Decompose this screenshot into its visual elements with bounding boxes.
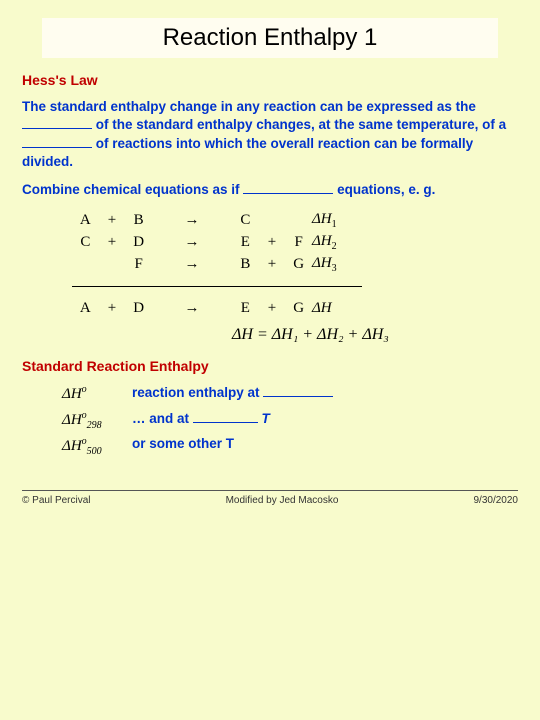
- equation-block: A + B → C ΔH1 C + D → E + F: [72, 210, 518, 320]
- eq-dh-3: ΔH3: [312, 255, 372, 274]
- eq-cell: →: [179, 256, 206, 273]
- subhead-standard: Standard Reaction Enthalpy: [22, 358, 518, 374]
- eq-cell: [205, 300, 232, 317]
- dh-sub: 3: [332, 263, 337, 274]
- eq-cell: G: [285, 300, 312, 317]
- eq-cell: D: [125, 300, 152, 317]
- sym-dh0: ΔHo: [62, 384, 132, 410]
- eq-cell: [285, 212, 312, 229]
- std-r3: or some other T: [132, 436, 234, 451]
- page-title: Reaction Enthalpy 1: [42, 18, 498, 58]
- eq-cell: [259, 212, 286, 229]
- eq-row-2: C + D → E + F ΔH2: [72, 232, 518, 254]
- p2a: Combine chemical equations as if: [22, 182, 243, 197]
- eq-cell: C: [232, 212, 259, 229]
- eq-left-2: C + D → E + F: [72, 234, 312, 251]
- eq-rule-row: [72, 276, 518, 298]
- blank-5: [193, 410, 258, 423]
- slide-page: Reaction Enthalpy 1 Hess's Law The stand…: [0, 0, 540, 720]
- std-r1a: reaction enthalpy at: [132, 385, 263, 400]
- eq-cell: →: [179, 234, 206, 251]
- eq-cell: [152, 212, 179, 229]
- eq-dh-2: ΔH2: [312, 233, 372, 252]
- dh-sym: ΔH: [312, 255, 332, 271]
- eq-cell: +: [259, 256, 286, 273]
- dh-sub: 2: [332, 241, 337, 252]
- standard-block: ΔHo ΔHo298 ΔHo500 reaction enthalpy at ……: [62, 384, 518, 462]
- eq-cell: B: [232, 256, 259, 273]
- std-line-2: … and at T: [132, 410, 518, 436]
- std-line-1: reaction enthalpy at: [132, 384, 518, 410]
- sym-dh500: ΔHo500: [62, 436, 132, 462]
- eq-cell: →: [179, 212, 206, 229]
- eq-dh-1: ΔH1: [312, 211, 372, 230]
- std-descriptions: reaction enthalpy at … and at T or some …: [132, 384, 518, 462]
- eq-cell: [152, 300, 179, 317]
- eq-row-4: A + D → E + G ΔH: [72, 298, 518, 320]
- eq-cell: [152, 234, 179, 251]
- std-r2a: … and at: [132, 411, 193, 426]
- blank-3: [243, 181, 333, 194]
- eq-cell: A: [72, 300, 99, 317]
- eq-cell: +: [259, 300, 286, 317]
- eq-cell: E: [232, 300, 259, 317]
- footer-left: © Paul Percival: [22, 495, 91, 506]
- eq-cell: D: [125, 234, 152, 251]
- std-r2b: T: [258, 411, 270, 426]
- std-line-3: or some other T: [132, 436, 518, 462]
- eq-cell: [152, 256, 179, 273]
- eq-cell: +: [99, 212, 126, 229]
- eq-dh-4: ΔH: [312, 300, 372, 317]
- eq-cell: F: [285, 234, 312, 251]
- eq-cell: +: [99, 300, 126, 317]
- eq-cell: [205, 212, 232, 229]
- eq-cell: [72, 256, 99, 273]
- sym-dh298: ΔHo298: [62, 410, 132, 436]
- eq-cell: F: [125, 256, 152, 273]
- eq-left-1: A + B → C: [72, 212, 312, 229]
- eq-cell: G: [285, 256, 312, 273]
- p1b: of the standard enthalpy changes, at the…: [92, 117, 506, 132]
- p1a: The standard enthalpy change in any reac…: [22, 99, 476, 114]
- eq-row-3: F → B + G ΔH3: [72, 254, 518, 276]
- eq-cell: [205, 256, 232, 273]
- footer-rule: [22, 490, 518, 491]
- eq-cell: [99, 256, 126, 273]
- dh-sym: ΔH: [312, 300, 332, 316]
- p2b: equations, e. g.: [333, 182, 435, 197]
- eq-cell: E: [232, 234, 259, 251]
- dh-sum-equation: ΔH = ΔH₁ + ΔH₂ + ΔH₃: [232, 326, 518, 344]
- std-symbols: ΔHo ΔHo298 ΔHo500: [62, 384, 132, 462]
- footer-right: 9/30/2020: [473, 495, 518, 506]
- dh-sym: ΔH: [312, 211, 332, 227]
- rule-right: [312, 286, 362, 288]
- eq-cell: →: [179, 300, 206, 317]
- eq-cell: +: [259, 234, 286, 251]
- paragraph-hess: The standard enthalpy change in any reac…: [22, 98, 518, 171]
- dh-sym: ΔH: [312, 233, 332, 249]
- blank-4: [263, 384, 333, 397]
- footer-center: Modified by Jed Macosko: [226, 495, 339, 506]
- eq-cell: +: [99, 234, 126, 251]
- blank-1: [22, 116, 92, 129]
- subhead-hess: Hess's Law: [22, 72, 518, 88]
- eq-left-4: A + D → E + G: [72, 300, 312, 317]
- eq-cell: [205, 234, 232, 251]
- paragraph-combine: Combine chemical equations as if equatio…: [22, 181, 518, 199]
- blank-2: [22, 135, 92, 148]
- dh-sub: 1: [332, 219, 337, 230]
- eq-row-1: A + B → C ΔH1: [72, 210, 518, 232]
- rule-left: [72, 286, 312, 288]
- eq-cell: B: [125, 212, 152, 229]
- eq-cell: C: [72, 234, 99, 251]
- footer: © Paul Percival Modified by Jed Macosko …: [22, 495, 518, 506]
- eq-left-3: F → B + G: [72, 256, 312, 273]
- eq-cell: A: [72, 212, 99, 229]
